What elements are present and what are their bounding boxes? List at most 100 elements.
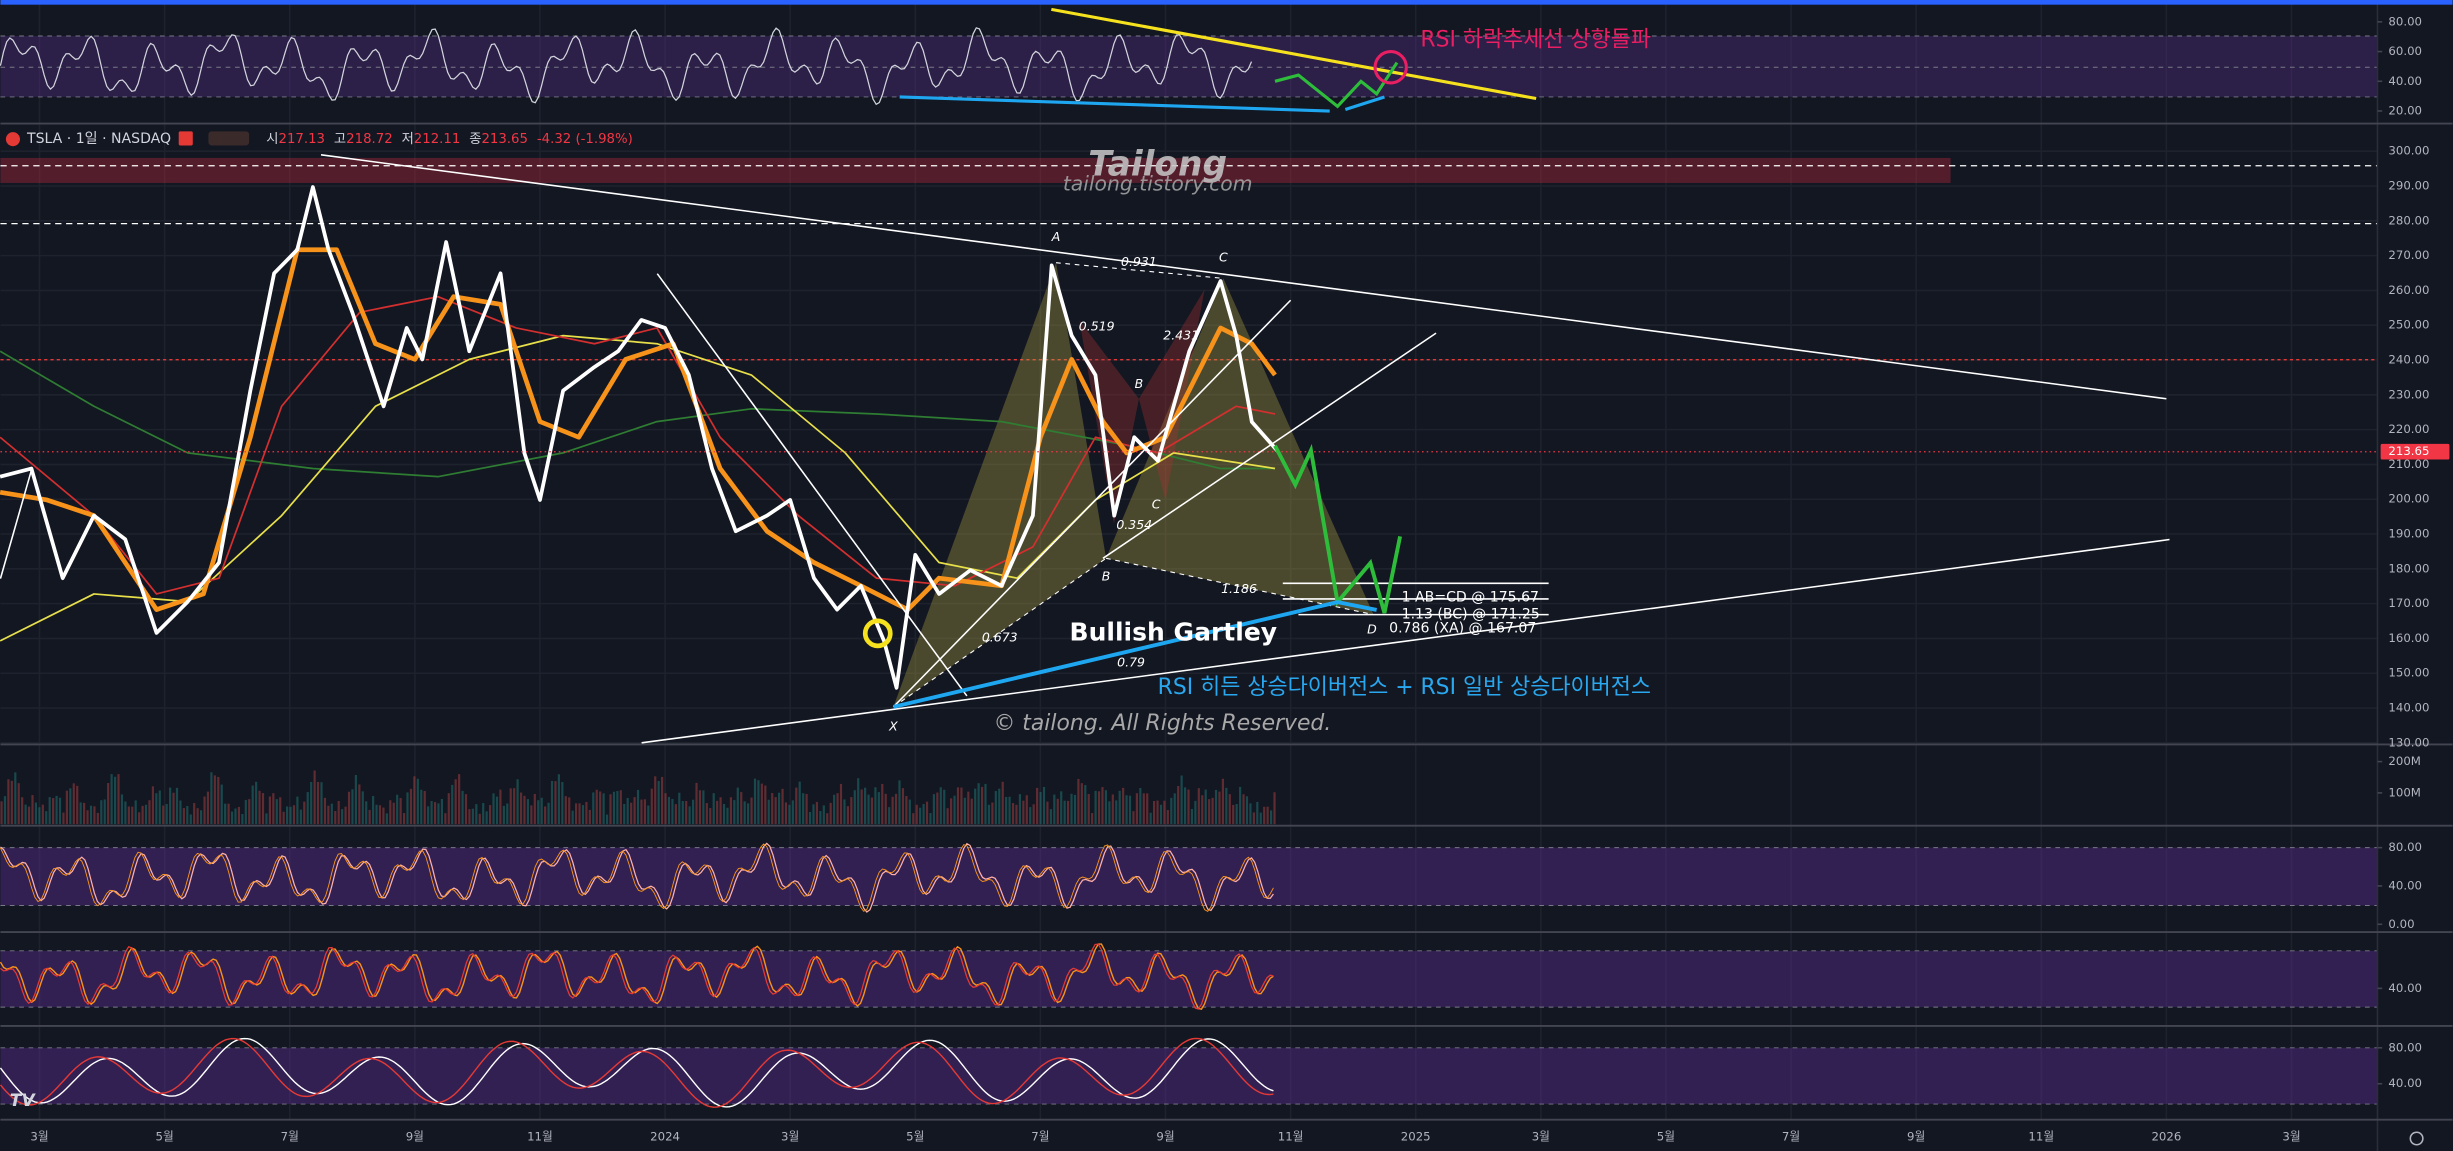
volume-bar-decor [716, 800, 719, 825]
volume-bar-decor [89, 805, 93, 825]
rsi-projection [1274, 61, 1399, 109]
axes: 3월 5월 7월 9월 11월 2024 3월 5월 7월 9월 11월 2025 3월 5월 7월 9월 11… [30, 14, 2450, 1143]
volume-bar-decor [619, 790, 622, 825]
volume-bar-decor [1201, 795, 1204, 825]
pane-separators [0, 122, 2453, 1121]
volume-bar-decor [138, 812, 141, 825]
volume-bar-decor [709, 808, 712, 825]
symbol[interactable]: TSLA · 1일 · NASDAQ [26, 131, 171, 147]
volume-bar-decor [616, 790, 619, 825]
volume-bar-decor [1108, 801, 1111, 825]
volume-bar-decor [1208, 799, 1211, 825]
volume-bar-decor [654, 776, 657, 825]
volume-bar-decor [234, 808, 237, 825]
volume-bar-decor [1239, 786, 1242, 825]
volume-bar-decor [151, 786, 155, 825]
settings-icon[interactable] [2409, 1131, 2424, 1146]
flag-icon[interactable] [178, 131, 193, 146]
highlight-circle [862, 618, 893, 649]
volume-bar-decor [217, 776, 220, 825]
volume-bar-decor [956, 787, 960, 825]
volume-bar-decor [1094, 790, 1097, 825]
volume-bar-decor [141, 805, 144, 825]
volume-bar-decor [110, 774, 113, 825]
volume-bar-decor [196, 808, 199, 825]
y-tick-label: 40.00 [2388, 74, 2422, 88]
rsi-band [0, 35, 2378, 97]
abcd-shape [1138, 289, 1205, 501]
volume-bar-decor [169, 787, 172, 825]
y-tick-label: 250.00 [2388, 318, 2429, 332]
volume-bar-decor [58, 797, 62, 825]
volume-bar-decor [991, 802, 994, 825]
volume-bar-decor [822, 805, 825, 825]
volume-bar-decor [509, 788, 512, 825]
volume-bar-decor [1125, 795, 1128, 825]
volume-bar-decor [375, 804, 378, 825]
volume-bar-decor [881, 783, 884, 825]
volume-bar-decor [468, 809, 471, 825]
volume-bar-decor [1029, 807, 1032, 825]
volume-bar-decor [1170, 797, 1173, 825]
volume-bar-decor [282, 811, 285, 825]
volume-bar-decor [303, 801, 306, 825]
volume-bar-decor [877, 792, 880, 825]
volume-bar-decor [241, 813, 244, 825]
volume-bar-decor [547, 802, 550, 825]
volume-bar-decor [255, 781, 258, 825]
volume-bar-decor [544, 806, 547, 825]
y-tick-label: 80.00 [2388, 840, 2422, 854]
pattern-ratio: 0.673 [982, 630, 1018, 645]
volume-bar-decor [38, 807, 41, 825]
volume-bar-decor [45, 811, 48, 825]
volume-bar-decor [1101, 787, 1104, 825]
volume-bar-decor [103, 799, 106, 825]
volume-bar-decor [905, 796, 908, 825]
volume-bar-decor [870, 797, 874, 825]
volume-bar-decor [987, 804, 991, 825]
volume-bar-decor [354, 775, 357, 825]
volume-bar-decor [413, 776, 416, 825]
volume-bar-decor [437, 803, 440, 825]
volume-bar-decor [894, 793, 898, 825]
volume-bar-decor [285, 806, 289, 825]
volume-bar-decor [227, 803, 230, 825]
volume-bar-decor [1256, 801, 1259, 825]
volume-bar-decor [1135, 793, 1138, 825]
volume-bar-decor [867, 794, 870, 825]
volume-bar-decor [478, 813, 481, 825]
volume-bar-decor [819, 811, 822, 825]
volume-bar-decor [458, 774, 461, 825]
volume-bar-decor [31, 795, 34, 825]
volume-bar-decor [602, 793, 605, 825]
volume-bar-decor [199, 810, 203, 825]
volume-bar-decor [96, 812, 99, 825]
volume-bar-decor [368, 809, 371, 825]
volume-bar-decor [519, 792, 523, 825]
volume-bar-decor [647, 805, 650, 825]
pane-guides [0, 35, 2378, 1105]
pattern-ratio: 0.79 [1117, 655, 1145, 670]
volume-bar-decor [382, 807, 385, 825]
volume-bar-decor [1177, 785, 1180, 825]
volume-bar-decor [396, 794, 399, 825]
volume-bar-decor [1146, 793, 1149, 825]
x-tick-label: 2026 [2151, 1129, 2181, 1143]
volume-bar-decor [172, 792, 175, 825]
volume-bar-decor [389, 800, 392, 825]
volume-bar-decor [27, 806, 31, 825]
volume-bar-decor [788, 804, 791, 825]
osc-band [0, 1047, 2378, 1105]
price-tag-label: 213.65 [2388, 444, 2429, 458]
volume-bar-decor [667, 796, 671, 825]
volume-bar-decor [358, 784, 361, 825]
volume-bar-decor [179, 800, 182, 825]
volume-bar-decor [1163, 800, 1166, 825]
volume-bar-decor [1211, 797, 1214, 825]
volume-bar-decor [1173, 793, 1176, 825]
volume-bar-decor [688, 806, 691, 825]
volume-bar-decor [499, 789, 502, 825]
indicator-icon[interactable] [208, 131, 250, 146]
volume-bar-decor [52, 798, 55, 825]
pattern-label: Bullish Gartley [1070, 617, 1278, 646]
